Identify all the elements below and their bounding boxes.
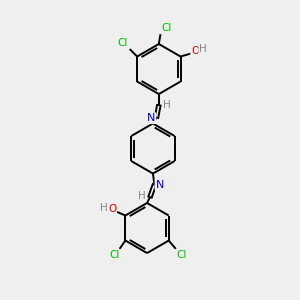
Text: H: H [163,100,171,110]
Text: N: N [155,180,164,190]
Text: Cl: Cl [176,250,186,260]
Text: O: O [108,204,116,214]
Text: O: O [191,46,200,56]
Text: H: H [100,203,108,213]
Text: Cl: Cl [110,250,120,260]
Text: Cl: Cl [117,38,128,48]
Text: H: H [199,44,207,54]
Text: Cl: Cl [161,23,171,33]
Text: N: N [147,113,155,123]
Text: H: H [138,190,146,201]
